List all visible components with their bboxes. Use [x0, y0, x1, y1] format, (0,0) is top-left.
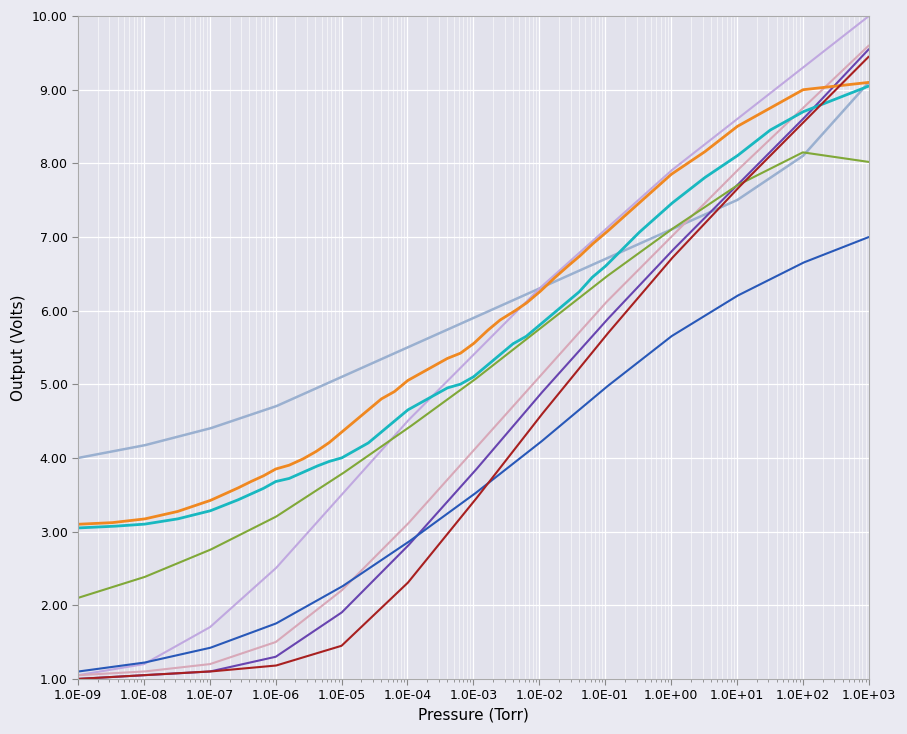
Y-axis label: Output (Volts): Output (Volts) [11, 294, 26, 401]
X-axis label: Pressure (Torr): Pressure (Torr) [418, 708, 529, 723]
